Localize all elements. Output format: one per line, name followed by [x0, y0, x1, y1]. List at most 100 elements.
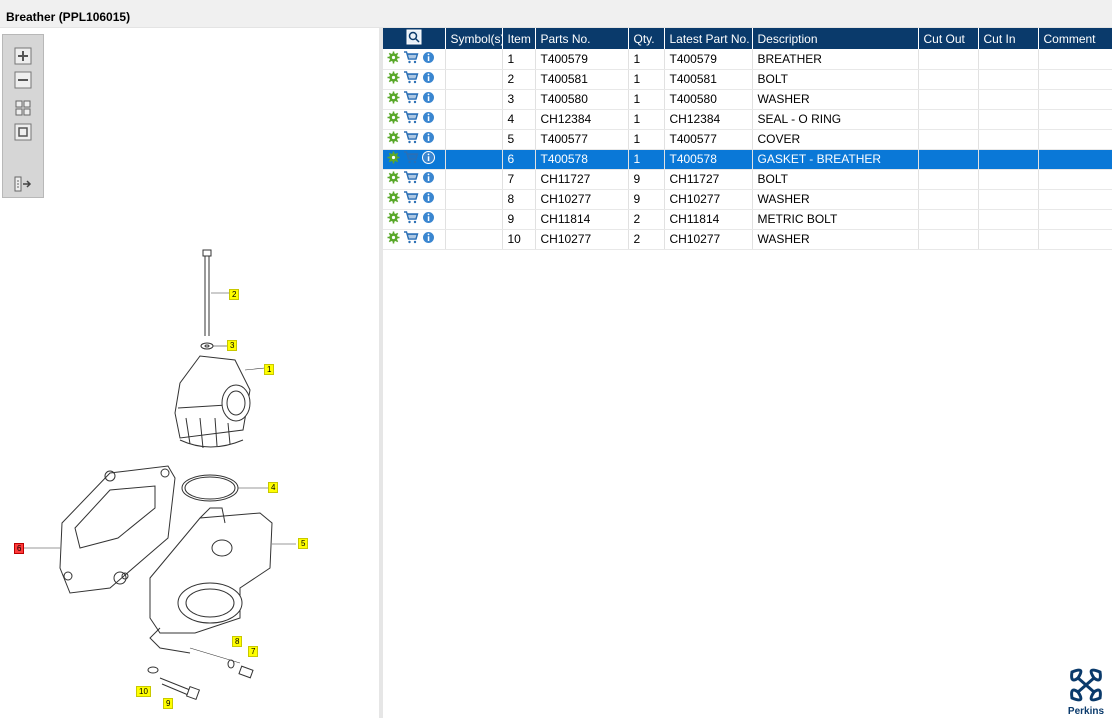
- diagram-pane[interactable]: 2 3 1 4 5 6 8 7 10 9: [0, 28, 379, 718]
- info-icon[interactable]: [422, 131, 435, 147]
- parts-drawing: [24, 249, 296, 701]
- column-header-description[interactable]: Description: [752, 28, 919, 49]
- table-row[interactable]: 2 T400581 1 T400581 BOLT: [383, 69, 1112, 90]
- fit-view-icon[interactable]: [14, 99, 32, 117]
- cart-icon[interactable]: [403, 171, 419, 187]
- cell-cut-in: [978, 69, 1039, 90]
- callout-7[interactable]: 7: [248, 646, 259, 657]
- info-icon[interactable]: [422, 171, 435, 187]
- info-icon[interactable]: [422, 211, 435, 227]
- cell-cut-in: [978, 189, 1039, 210]
- table-row[interactable]: 8 CH10277 9 CH10277 WASHER: [383, 189, 1112, 210]
- cell-description: WASHER: [752, 189, 919, 210]
- row-actions: [383, 189, 446, 210]
- cart-icon[interactable]: [403, 51, 419, 67]
- column-header-actions[interactable]: [383, 28, 446, 49]
- cell-cut-in: [978, 229, 1039, 250]
- gear-icon[interactable]: [387, 131, 400, 147]
- gear-icon[interactable]: [387, 171, 400, 187]
- zoom-out-icon[interactable]: [14, 71, 32, 89]
- table-row[interactable]: 9 CH11814 2 CH11814 METRIC BOLT: [383, 209, 1112, 230]
- cell-comment: [1038, 49, 1112, 70]
- cell-cut-out: [918, 49, 979, 70]
- actual-size-icon[interactable]: [14, 123, 32, 141]
- cart-icon[interactable]: [403, 151, 419, 167]
- info-icon[interactable]: [422, 50, 435, 67]
- cell-cut-out: [918, 109, 979, 130]
- exploded-parts-diagram[interactable]: 2 3 1 4 5 6 8 7 10 9: [0, 208, 379, 718]
- cart-icon[interactable]: [403, 91, 419, 107]
- callout-3[interactable]: 3: [227, 340, 238, 351]
- cell-parts-no: CH11814: [535, 209, 629, 230]
- table-row[interactable]: 10 CH10277 2 CH10277 WASHER: [383, 229, 1112, 250]
- callout-8[interactable]: 8: [232, 636, 243, 647]
- cell-parts-no: T400579: [535, 49, 629, 70]
- callout-4[interactable]: 4: [268, 482, 279, 493]
- zoom-in-icon[interactable]: [14, 47, 32, 65]
- cell-description: BOLT: [752, 169, 919, 190]
- column-header-cut-in[interactable]: Cut In: [978, 28, 1039, 49]
- row-actions: [383, 209, 446, 230]
- info-icon[interactable]: [422, 91, 435, 107]
- table-row[interactable]: 3 T400580 1 T400580 WASHER: [383, 89, 1112, 110]
- gear-icon[interactable]: [387, 231, 400, 247]
- info-icon[interactable]: [422, 111, 435, 127]
- info-icon[interactable]: [422, 71, 435, 87]
- callout-9[interactable]: 9: [163, 698, 174, 709]
- column-header-latest-part-no[interactable]: Latest Part No.: [664, 28, 753, 49]
- column-header-symbols[interactable]: Symbol(s): [445, 28, 503, 49]
- table-row[interactable]: 5 T400577 1 T400577 COVER: [383, 129, 1112, 150]
- callout-1[interactable]: 1: [264, 364, 275, 375]
- cell-latest-part-no: CH10277: [664, 229, 753, 250]
- callout-6[interactable]: 6: [14, 543, 25, 554]
- search-parts-icon[interactable]: [406, 29, 422, 45]
- cell-symbols: [445, 209, 503, 230]
- cell-latest-part-no: CH11814: [664, 209, 753, 230]
- cell-parts-no: CH10277: [535, 229, 629, 250]
- callout-2[interactable]: 2: [229, 289, 240, 300]
- cart-icon[interactable]: [403, 211, 419, 227]
- cell-cut-out: [918, 209, 979, 230]
- view-toolbox: [2, 34, 44, 198]
- column-header-parts-no[interactable]: Parts No.: [535, 28, 629, 49]
- cell-comment: [1038, 209, 1112, 230]
- cell-item: 2: [502, 69, 536, 90]
- table-row[interactable]: 4 CH12384 1 CH12384 SEAL - O RING: [383, 109, 1112, 130]
- gear-icon[interactable]: [387, 91, 400, 107]
- cart-icon[interactable]: [403, 71, 419, 87]
- gear-icon[interactable]: [387, 51, 400, 67]
- info-icon[interactable]: [422, 231, 435, 247]
- cart-icon[interactable]: [403, 231, 419, 247]
- cell-parts-no: T400578: [535, 149, 629, 170]
- cell-description: METRIC BOLT: [752, 209, 919, 230]
- cell-cut-in: [978, 109, 1039, 130]
- gear-icon[interactable]: [387, 191, 400, 207]
- row-actions: [383, 89, 446, 110]
- cell-symbols: [445, 169, 503, 190]
- info-icon[interactable]: [422, 151, 435, 167]
- cell-cut-in: [978, 129, 1039, 150]
- window-title: Breather (PPL106015): [6, 10, 131, 24]
- cart-icon[interactable]: [403, 191, 419, 207]
- callout-10[interactable]: 10: [136, 686, 151, 697]
- gear-icon[interactable]: [387, 111, 400, 127]
- gear-icon[interactable]: [387, 71, 400, 87]
- export-icon[interactable]: [14, 175, 32, 193]
- cart-icon[interactable]: [403, 131, 419, 147]
- column-header-qty[interactable]: Qty.: [628, 28, 665, 49]
- table-row[interactable]: 6 T400578 1 T400578 GASKET - BREATHER: [383, 149, 1112, 170]
- callout-5[interactable]: 5: [298, 538, 309, 549]
- table-row[interactable]: 1 T400579 1 T400579 BREATHER: [383, 49, 1112, 70]
- cell-qty: 1: [628, 69, 665, 90]
- cell-description: WASHER: [752, 229, 919, 250]
- info-icon[interactable]: [422, 191, 435, 207]
- table-row[interactable]: 7 CH11727 9 CH11727 BOLT: [383, 169, 1112, 190]
- gear-icon[interactable]: [387, 211, 400, 227]
- column-header-comment[interactable]: Comment: [1038, 28, 1112, 49]
- column-header-item[interactable]: Item: [502, 28, 536, 49]
- column-header-cut-out[interactable]: Cut Out: [918, 28, 979, 49]
- pane-splitter[interactable]: [379, 28, 383, 718]
- gear-icon[interactable]: [387, 151, 400, 167]
- cell-item: 10: [502, 229, 536, 250]
- cart-icon[interactable]: [403, 111, 419, 127]
